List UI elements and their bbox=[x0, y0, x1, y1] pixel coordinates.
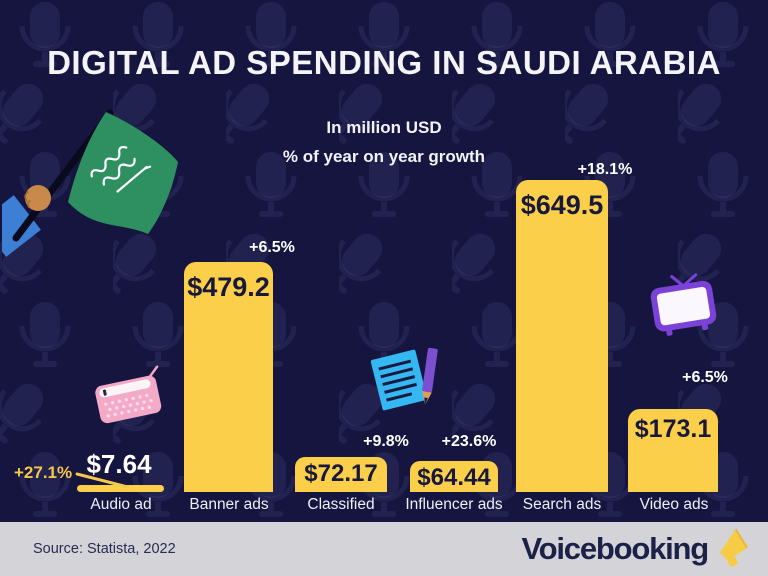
bar-classified: $72.17 bbox=[295, 457, 387, 492]
growth-label-audio-ad: +27.1% bbox=[14, 463, 73, 482]
category-label-influencer-ads: Influencer ads bbox=[405, 496, 503, 513]
page-title: DIGITAL AD SPENDING IN SAUDI ARABIA bbox=[47, 44, 721, 81]
tv-icon bbox=[650, 273, 717, 336]
source-text: Source: Statista, 2022 bbox=[33, 541, 176, 557]
megaphone-icon bbox=[719, 528, 749, 567]
category-label-search-ads: Search ads bbox=[522, 496, 602, 513]
saudi-arabia-flag-icon bbox=[2, 109, 178, 257]
radio-icon bbox=[95, 365, 162, 424]
chart-growth-subtitle: % of year on year growth bbox=[282, 147, 486, 166]
bar-value-audio-ad: $7.64 bbox=[86, 449, 152, 479]
footer: Source: Statista, 2022 Voicebooking bbox=[0, 522, 768, 576]
bar-banner-ads: $479.2 bbox=[184, 262, 273, 492]
bar-value-search-ads: $649.5 bbox=[520, 190, 604, 220]
bar-value-classified: $72.17 bbox=[304, 460, 378, 487]
bar-search-ads: $649.5 bbox=[516, 180, 608, 492]
bar-influencer-ads: $64.44 bbox=[410, 461, 498, 492]
category-label-audio-ad: Audio ad bbox=[90, 496, 152, 513]
category-label-classified: Classified bbox=[307, 496, 375, 513]
bar-value-influencer-ads: $64.44 bbox=[417, 464, 491, 491]
growth-label-video-ads: +6.5% bbox=[682, 369, 728, 386]
bar-video-ads: $173.1 bbox=[628, 409, 718, 492]
growth-label-classified: +9.8% bbox=[363, 433, 409, 450]
category-label-video-ads: Video ads bbox=[639, 496, 709, 513]
bar-audio-ad bbox=[77, 485, 164, 492]
brand-wordmark: Voicebooking bbox=[521, 531, 709, 566]
growth-label-search-ads: +18.1% bbox=[577, 161, 633, 178]
growth-label-influencer-ads: +23.6% bbox=[441, 433, 497, 450]
notepad-pencil-icon bbox=[370, 347, 438, 411]
category-label-banner-ads: Banner ads bbox=[189, 496, 269, 513]
growth-label-banner-ads: +6.5% bbox=[249, 239, 295, 256]
bar-value-banner-ads: $479.2 bbox=[187, 272, 270, 302]
bar-value-video-ads: $173.1 bbox=[634, 415, 712, 443]
brand-logo: Voicebooking bbox=[521, 528, 752, 568]
chart-unit-subtitle: In million USD bbox=[326, 118, 442, 137]
